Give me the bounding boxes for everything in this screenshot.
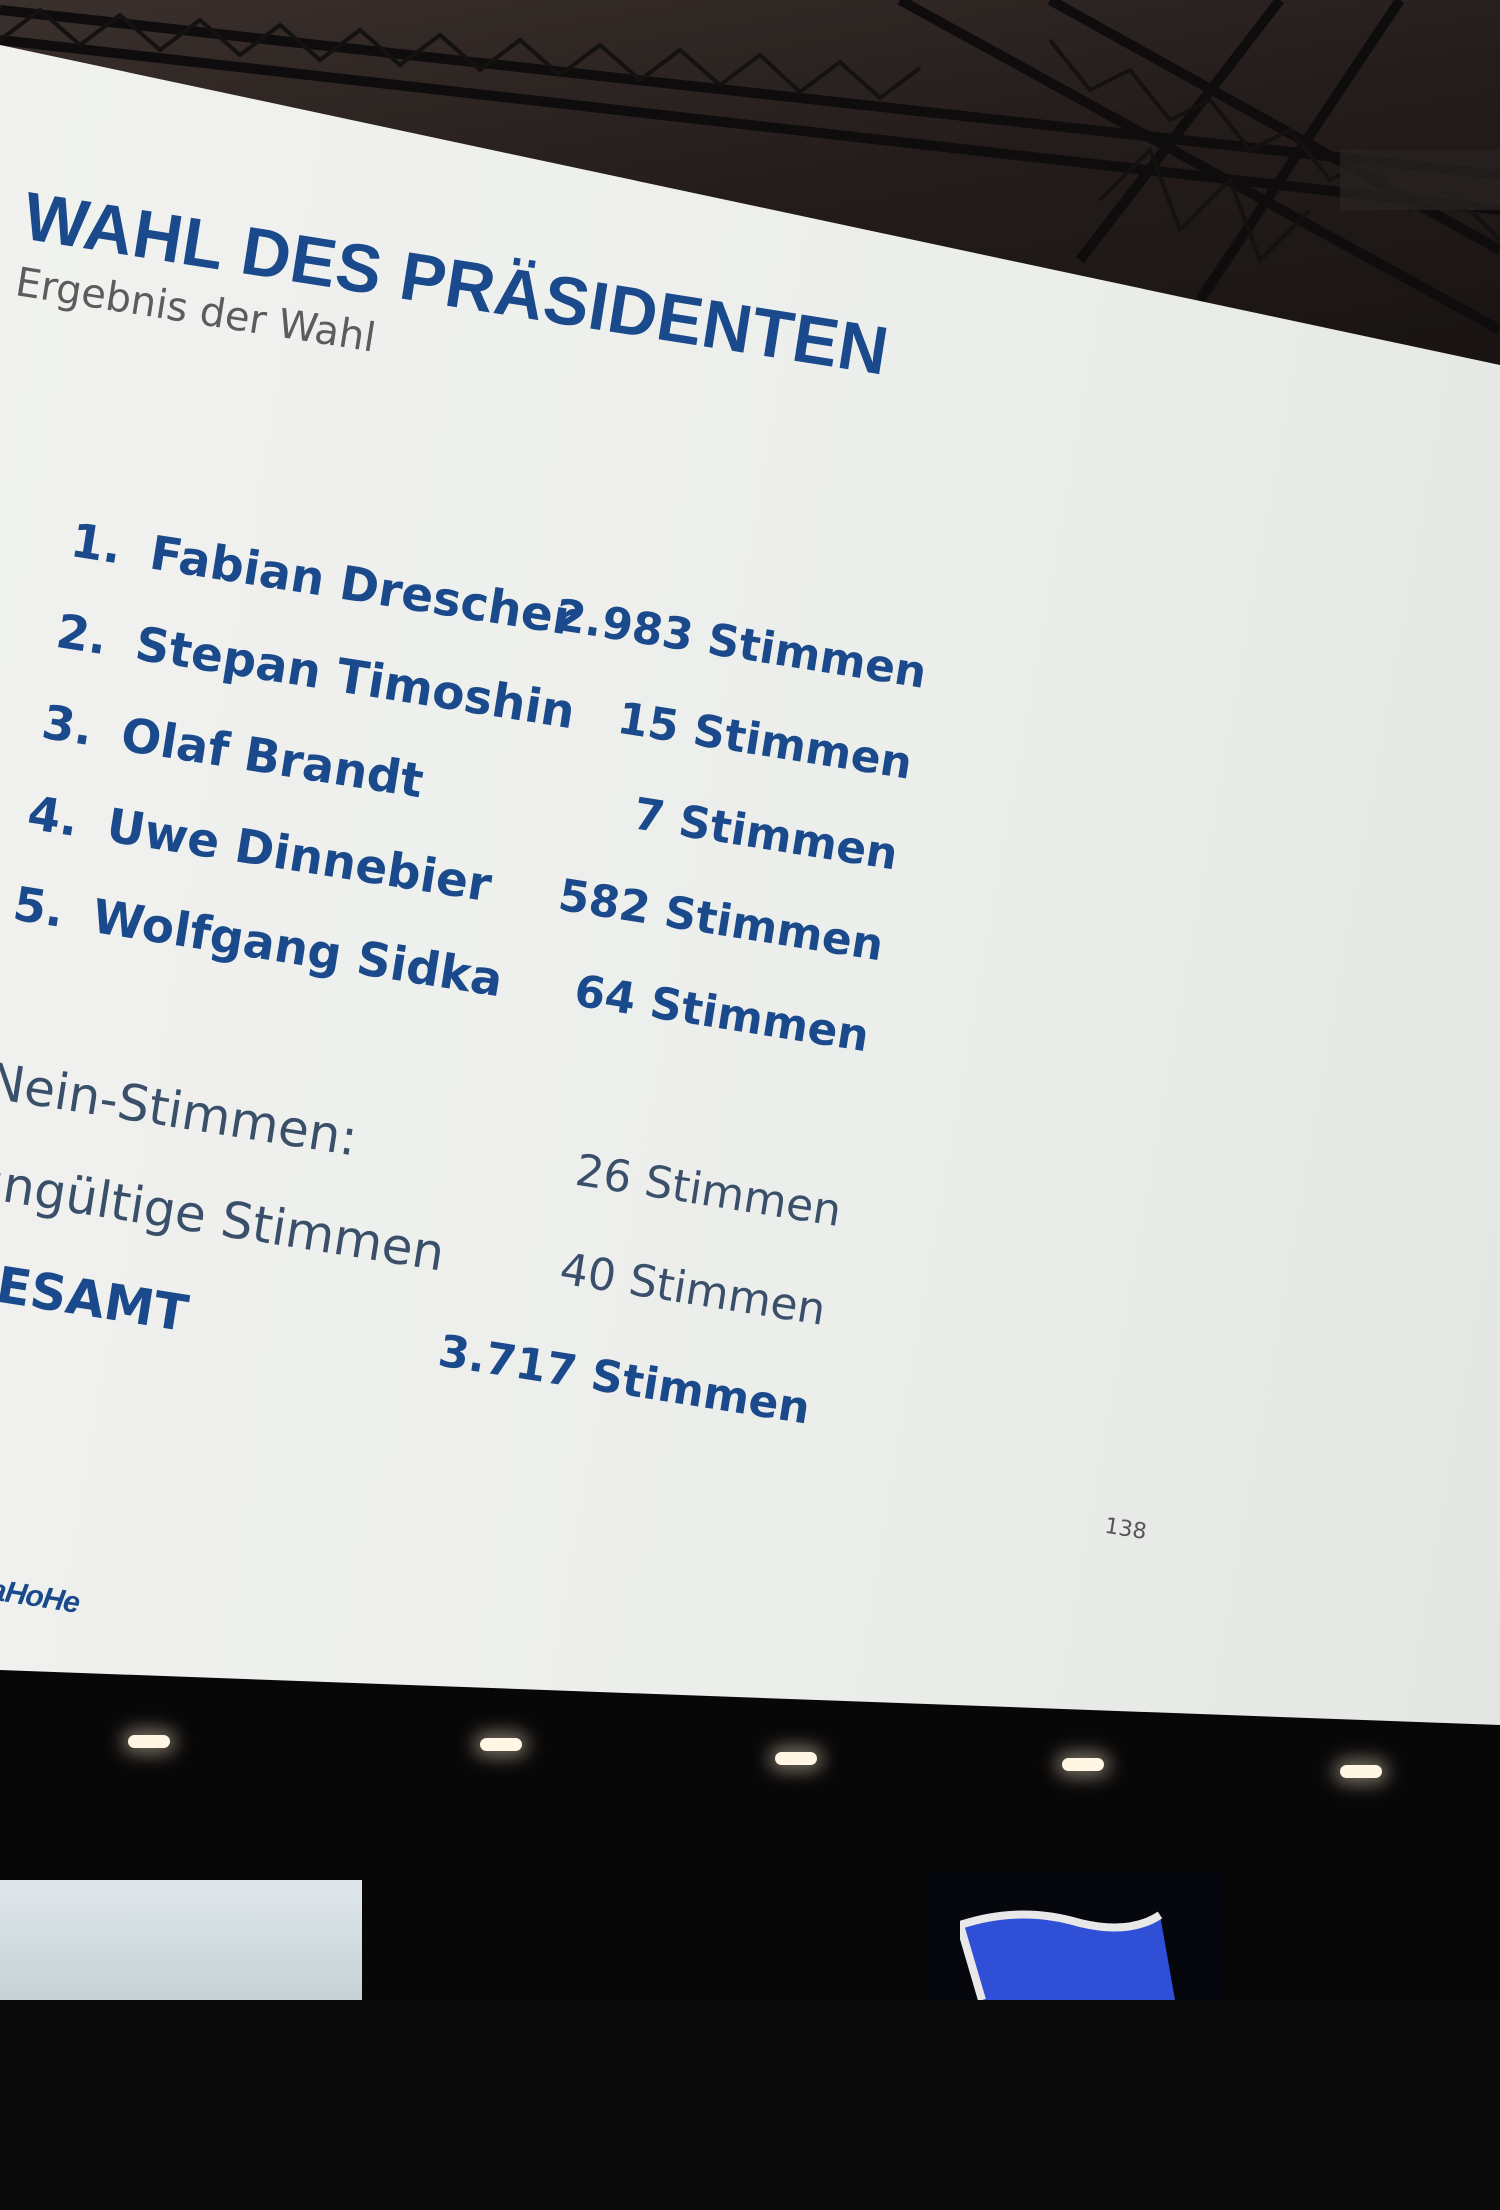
candidate-votes: 2.983 Stimmen [551,589,931,699]
ceiling-light [480,1738,522,1751]
candidate-rank: 1. [67,513,126,576]
candidate-rank: 5. [9,876,69,939]
club-logo: HaHoHe [0,1569,82,1620]
ceiling-light [1062,1758,1104,1771]
summary-label: GESAMT [0,1249,192,1344]
flag-image [960,1910,1175,2000]
summary-value: 40 Stimmen [556,1243,830,1336]
stage-monitor [0,1880,362,2000]
page-number: 138 [1102,1513,1149,1546]
ceiling-truss [0,0,1500,335]
candidate-rank: 4. [23,785,83,848]
ceiling-light [128,1735,170,1748]
summary-value: 26 Stimmen [572,1144,845,1238]
summary-label: Nein-Stimmen: [0,1051,362,1168]
ceiling-light [1340,1765,1382,1778]
ceiling-light [775,1752,817,1765]
candidate-rank: 2. [52,604,112,667]
candidate-votes: 7 Stimmen [629,788,902,881]
candidate-rank: 3. [38,694,97,758]
projection-screen: WAHL DES PRÄSIDENTEN Ergebnis der Wahl 1… [0,45,1500,1725]
